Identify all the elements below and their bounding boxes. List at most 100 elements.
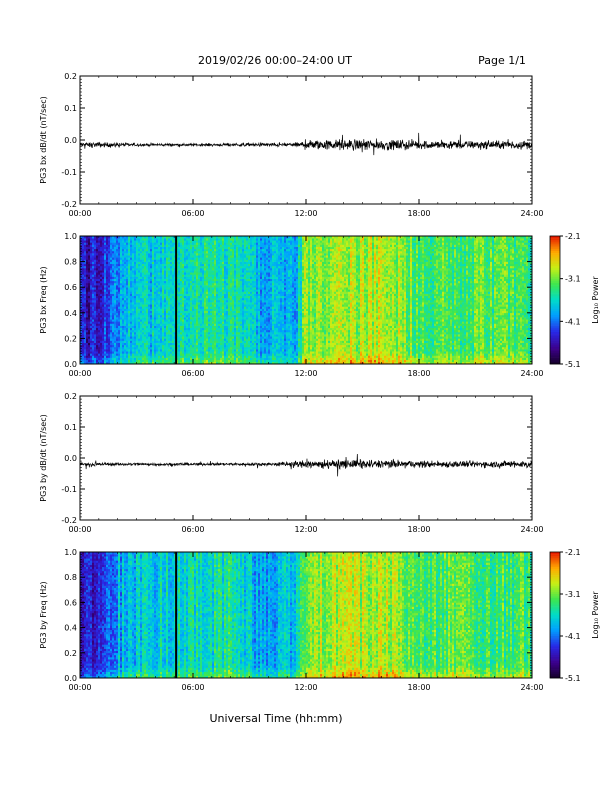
heatmap-cell [224,336,226,338]
heatmap-cell [232,349,234,351]
heatmap-cell [134,355,136,357]
heatmap-cell [136,300,138,302]
heatmap-cell [228,349,230,351]
heatmap-cell [112,313,114,315]
heatmap-cell [232,315,234,317]
heatmap-cell [114,247,116,249]
heatmap-cell [180,268,182,270]
heatmap-cell [198,321,200,323]
heatmap-cell [86,353,88,355]
heatmap-cell [186,257,188,259]
heatmap-cell [152,242,154,244]
heatmap-cell [116,259,118,261]
heatmap-cell [202,302,204,304]
heatmap-cell [218,326,220,328]
heatmap-cell [110,338,112,340]
heatmap-cell [110,347,112,349]
heatmap-cell [124,353,126,355]
heatmap-cell [84,330,86,332]
heatmap-cell [226,349,228,351]
heatmap-cell [194,264,196,266]
heatmap-cell [92,240,94,242]
heatmap-cell [146,311,148,313]
heatmap-cell [232,281,234,283]
heatmap-cell [122,306,124,308]
heatmap-cell [90,251,92,253]
heatmap-cell [134,289,136,291]
heatmap-cell [228,311,230,313]
heatmap-cell [120,291,122,293]
heatmap-cell [144,247,146,249]
heatmap-cell [170,289,172,291]
heatmap-cell [130,287,132,289]
heatmap-cell [160,272,162,274]
heatmap-cell [220,302,222,304]
heatmap-cell [140,274,142,276]
heatmap-cell [196,360,198,362]
heatmap-cell [214,238,216,240]
heatmap-cell [158,334,160,336]
heatmap-cell [198,319,200,321]
heatmap-cell [218,255,220,257]
heatmap-cell [126,311,128,313]
heatmap-cell [88,349,90,351]
heatmap-cell [144,343,146,345]
heatmap-cell [214,349,216,351]
heatmap-cell [202,315,204,317]
heatmap-cell [100,341,102,343]
heatmap-cell [152,245,154,247]
heatmap-cell [194,343,196,345]
heatmap-cell [168,302,170,304]
heatmap-cell [140,345,142,347]
heatmap-cell [182,285,184,287]
heatmap-cell [220,266,222,268]
heatmap-cell [96,255,98,257]
heatmap-cell [152,336,154,338]
heatmap-cell [94,319,96,321]
heatmap-cell [88,247,90,249]
heatmap-cell [184,317,186,319]
heatmap-cell [206,268,208,270]
heatmap-cell [150,266,152,268]
heatmap-cell [226,283,228,285]
heatmap-cell [130,272,132,274]
heatmap-cell [144,281,146,283]
heatmap-cell [96,347,98,349]
heatmap-cell [236,283,238,285]
heatmap-cell [122,319,124,321]
heatmap-cell [164,266,166,268]
heatmap-cell [204,332,206,334]
heatmap-cell [200,285,202,287]
heatmap-cell [170,238,172,240]
heatmap-cell [210,298,212,300]
heatmap-cell [226,281,228,283]
heatmap-cell [130,266,132,268]
heatmap-cell [140,259,142,261]
heatmap-cell [108,360,110,362]
heatmap-cell [172,336,174,338]
heatmap-cell [168,247,170,249]
heatmap-cell [210,313,212,315]
heatmap-cell [160,321,162,323]
heatmap-cell [160,294,162,296]
heatmap-cell [152,306,154,308]
heatmap-cell [154,296,156,298]
heatmap-cell [196,262,198,264]
heatmap-cell [154,315,156,317]
heatmap-cell [108,266,110,268]
heatmap-cell [88,351,90,353]
heatmap-cell [202,279,204,281]
heatmap-cell [144,277,146,279]
heatmap-cell [128,249,130,251]
heatmap-cell [158,287,160,289]
heatmap-cell [232,343,234,345]
heatmap-cell [190,334,192,336]
heatmap-cell [210,321,212,323]
heatmap-cell [98,309,100,311]
heatmap-cell [200,341,202,343]
heatmap-cell [234,253,236,255]
heatmap-cell [170,338,172,340]
heatmap-cell [102,287,104,289]
heatmap-cell [198,298,200,300]
heatmap-cell [96,281,98,283]
